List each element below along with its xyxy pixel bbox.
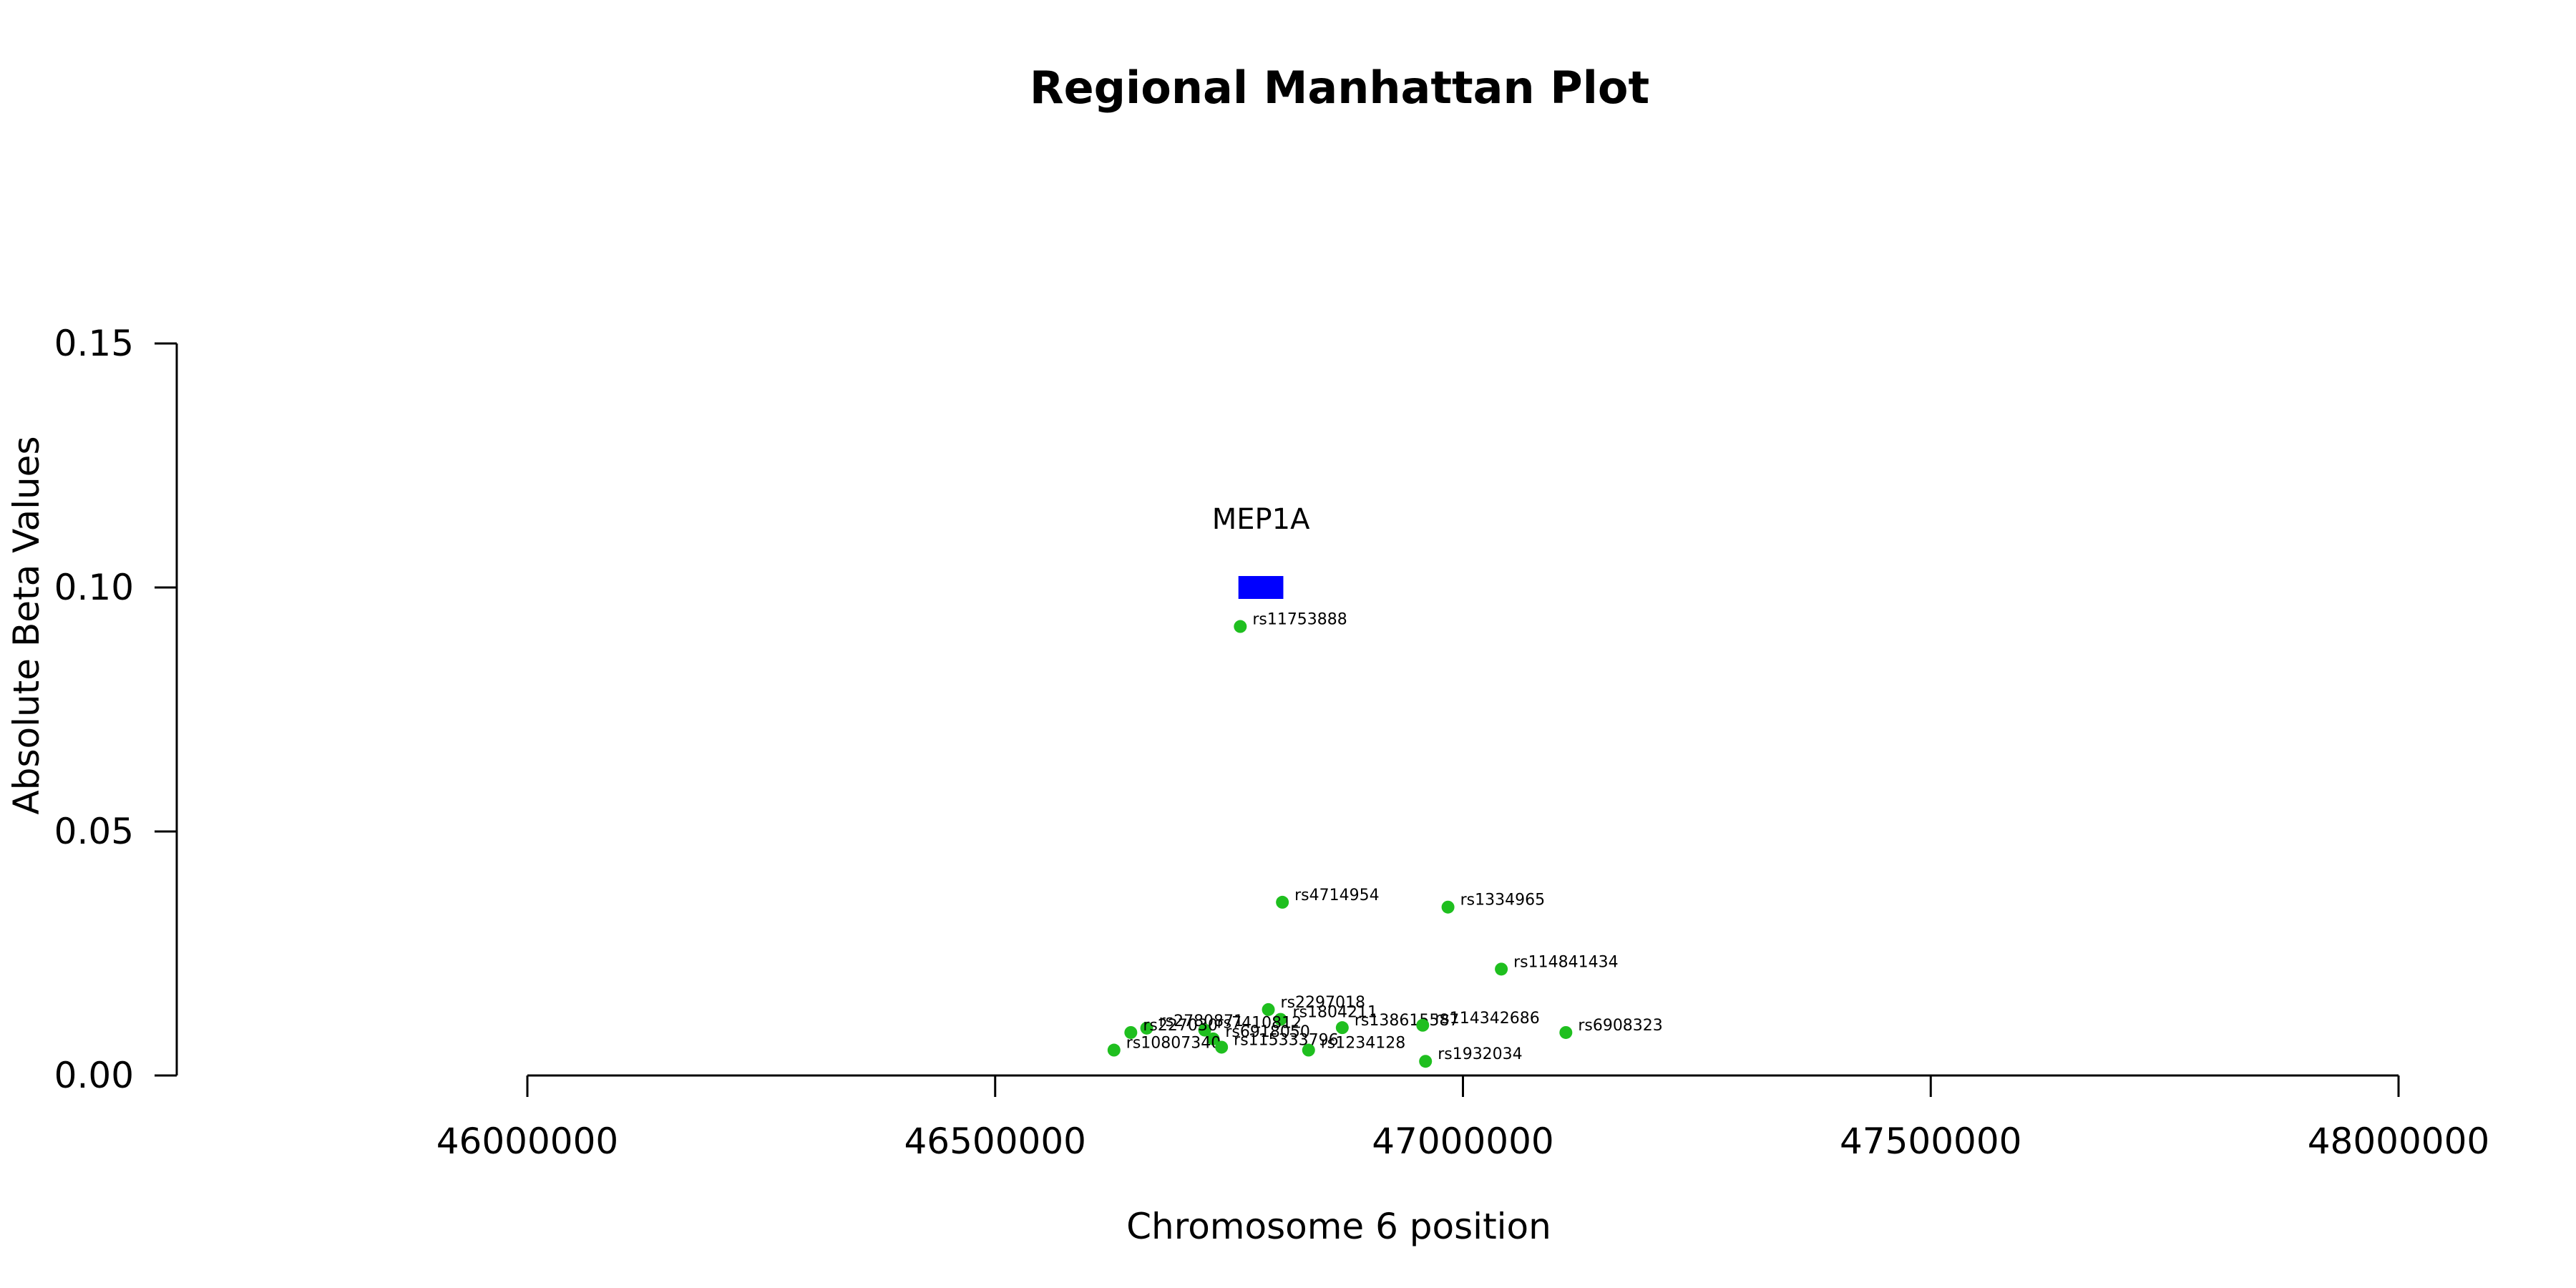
y-axis-ticks: 0.00 0.05 0.10 0.15	[54, 323, 177, 1096]
x-axis-ticks: 46000000 46500000 47000000 47500000 48000000	[436, 1075, 2490, 1162]
gene-track: MEP1A	[1212, 503, 1310, 599]
snp-point	[1215, 1040, 1229, 1054]
snp-points: rs11753888 rs4714954 rs1334965 rs114841434 r…	[1107, 611, 1663, 1068]
y-tick-label: 0.00	[54, 1055, 134, 1096]
chart-title: Regional Manhattan Plot	[1030, 62, 1649, 114]
gene-bar	[1238, 576, 1284, 599]
snp-label: rs7410812	[1217, 1015, 1302, 1033]
snp-label: rs114841434	[1513, 953, 1618, 971]
x-tick-label: 48000000	[2308, 1121, 2490, 1162]
snp-point	[1262, 1002, 1275, 1016]
snp-point	[1206, 1032, 1220, 1045]
snp-label: rs1804211	[1293, 1004, 1378, 1022]
snp-point	[1274, 1013, 1287, 1026]
snp-label: rs138615587	[1355, 1012, 1459, 1030]
snp-point	[1107, 1043, 1121, 1057]
y-tick-label: 0.10	[54, 567, 134, 608]
snp-label: rs1932034	[1438, 1045, 1523, 1063]
snp-label: rs114342686	[1435, 1010, 1539, 1028]
snp-label: rs6908323	[1578, 1017, 1663, 1035]
snp-label: rs10807340	[1126, 1035, 1221, 1053]
snp-label: rs6918050	[1225, 1023, 1310, 1041]
snp-label: rs11753888	[1252, 611, 1347, 629]
y-tick-label: 0.05	[54, 811, 134, 852]
snp-point	[1276, 895, 1289, 909]
snp-point	[1198, 1023, 1211, 1037]
snp-point	[1335, 1021, 1349, 1035]
x-tick-label: 47000000	[1372, 1121, 1554, 1162]
snp-point	[1441, 900, 1455, 914]
x-tick-label: 46500000	[904, 1121, 1087, 1162]
snp-point	[1140, 1021, 1153, 1035]
snp-point	[1234, 620, 1247, 633]
y-axis-label: Absolute Beta Values	[6, 436, 47, 815]
snp-point	[1419, 1055, 1433, 1068]
snp-label: rs227030	[1143, 1017, 1218, 1035]
x-axis-label: Chromosome 6 position	[1126, 1206, 1551, 1247]
snp-label: rs1234128	[1321, 1035, 1406, 1053]
snp-point	[1302, 1043, 1315, 1057]
x-tick-label: 46000000	[436, 1121, 619, 1162]
snp-label: rs2297018	[1281, 994, 1366, 1012]
gene-label: MEP1A	[1212, 503, 1310, 536]
y-tick-label: 0.15	[54, 323, 134, 364]
snp-label: rs1334965	[1460, 892, 1546, 909]
snp-point	[1124, 1025, 1138, 1039]
snp-point	[1416, 1018, 1430, 1032]
snp-point	[1495, 962, 1508, 976]
snp-label: rs4714954	[1294, 887, 1380, 904]
x-tick-label: 47500000	[1840, 1121, 2022, 1162]
snp-label: rs115333796	[1234, 1031, 1338, 1049]
snp-point	[1559, 1025, 1573, 1039]
